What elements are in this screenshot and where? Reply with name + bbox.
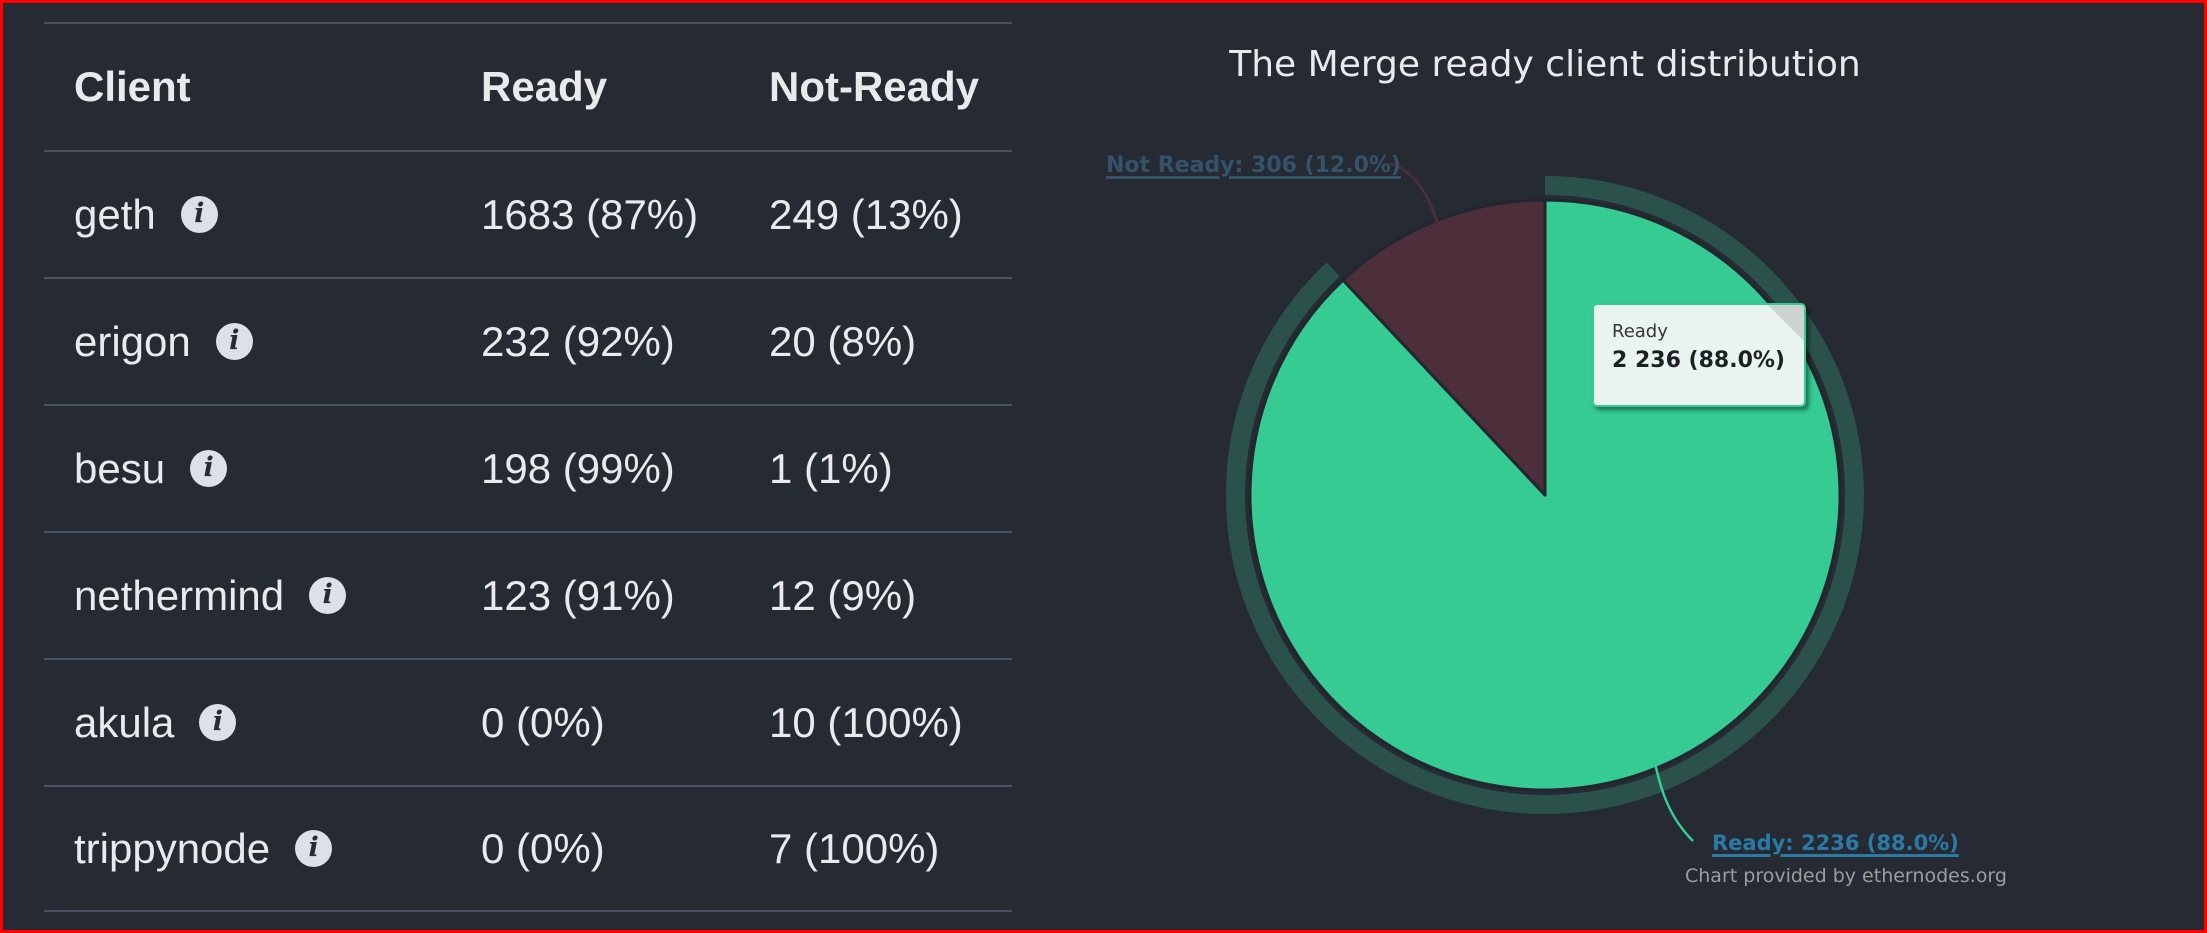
table-row-trippynode: trippynode i 0 (0%) 7 (100%) (44, 785, 1012, 912)
client-name: trippynode (74, 824, 271, 872)
table-row-besu: besu i 198 (99%) 1 (1%) (44, 404, 1012, 531)
pie-label-not-ready[interactable]: Not Ready: 306 (12.0%) (1106, 153, 1401, 178)
table-row-erigon: erigon i 232 (92%) 20 (8%) (44, 277, 1012, 404)
client-name: besu (74, 444, 166, 492)
ready-count: 1683 (87%) (481, 190, 699, 238)
column-header-ready: Ready (481, 63, 608, 110)
table-row-akula: akula i 0 (0%) 10 (100%) (44, 658, 1012, 785)
column-header-client: Client (74, 63, 191, 110)
tooltip-value: 2 236 (88.0%) (1612, 348, 1785, 374)
ready-count: 198 (99%) (481, 444, 675, 492)
ready-count: 0 (0%) (481, 824, 605, 872)
info-icon[interactable]: i (215, 323, 253, 360)
table-header-row: Client Ready Not-Ready (44, 22, 1012, 150)
tooltip-fold (1767, 305, 1804, 342)
column-header-not-ready: Not-Ready (769, 63, 980, 110)
ready-count: 232 (92%) (481, 317, 675, 365)
not-ready-count: 20 (8%) (769, 317, 917, 365)
chart-title: The Merge ready client distribution (1229, 44, 1861, 85)
client-name: nethermind (74, 571, 285, 619)
not-ready-count: 249 (13%) (769, 190, 963, 238)
ready-count: 0 (0%) (481, 698, 605, 746)
pie-label-ready[interactable]: Ready: 2236 (88.0%) (1712, 831, 1959, 855)
info-icon[interactable]: i (309, 577, 347, 614)
info-icon[interactable]: i (199, 704, 237, 741)
client-name: geth (74, 190, 156, 238)
client-name: erigon (74, 317, 191, 365)
not-ready-count: 1 (1%) (769, 444, 893, 492)
chart-tooltip: Ready 2 236 (88.0%) (1592, 303, 1806, 407)
info-icon[interactable]: i (190, 450, 228, 487)
not-ready-count: 7 (100%) (769, 824, 940, 872)
tooltip-series-name: Ready (1612, 321, 1668, 342)
info-icon[interactable]: i (295, 830, 333, 867)
not-ready-count: 12 (9%) (769, 571, 917, 619)
ready-count: 123 (91%) (481, 571, 675, 619)
info-icon[interactable]: i (180, 196, 218, 233)
client-readiness-table: Client Ready Not-Ready geth i 1683 (87%)… (44, 22, 1012, 912)
connector-ready (1653, 762, 1694, 842)
not-ready-count: 10 (100%) (769, 698, 963, 746)
chart-credit-link[interactable]: Chart provided by ethernodes.org (1685, 865, 2007, 887)
connector-not-ready (1387, 161, 1439, 223)
table-row-nethermind: nethermind i 123 (91%) 12 (9%) (44, 531, 1012, 658)
table-row-geth: geth i 1683 (87%) 249 (13%) (44, 150, 1012, 277)
client-name: akula (74, 698, 175, 746)
